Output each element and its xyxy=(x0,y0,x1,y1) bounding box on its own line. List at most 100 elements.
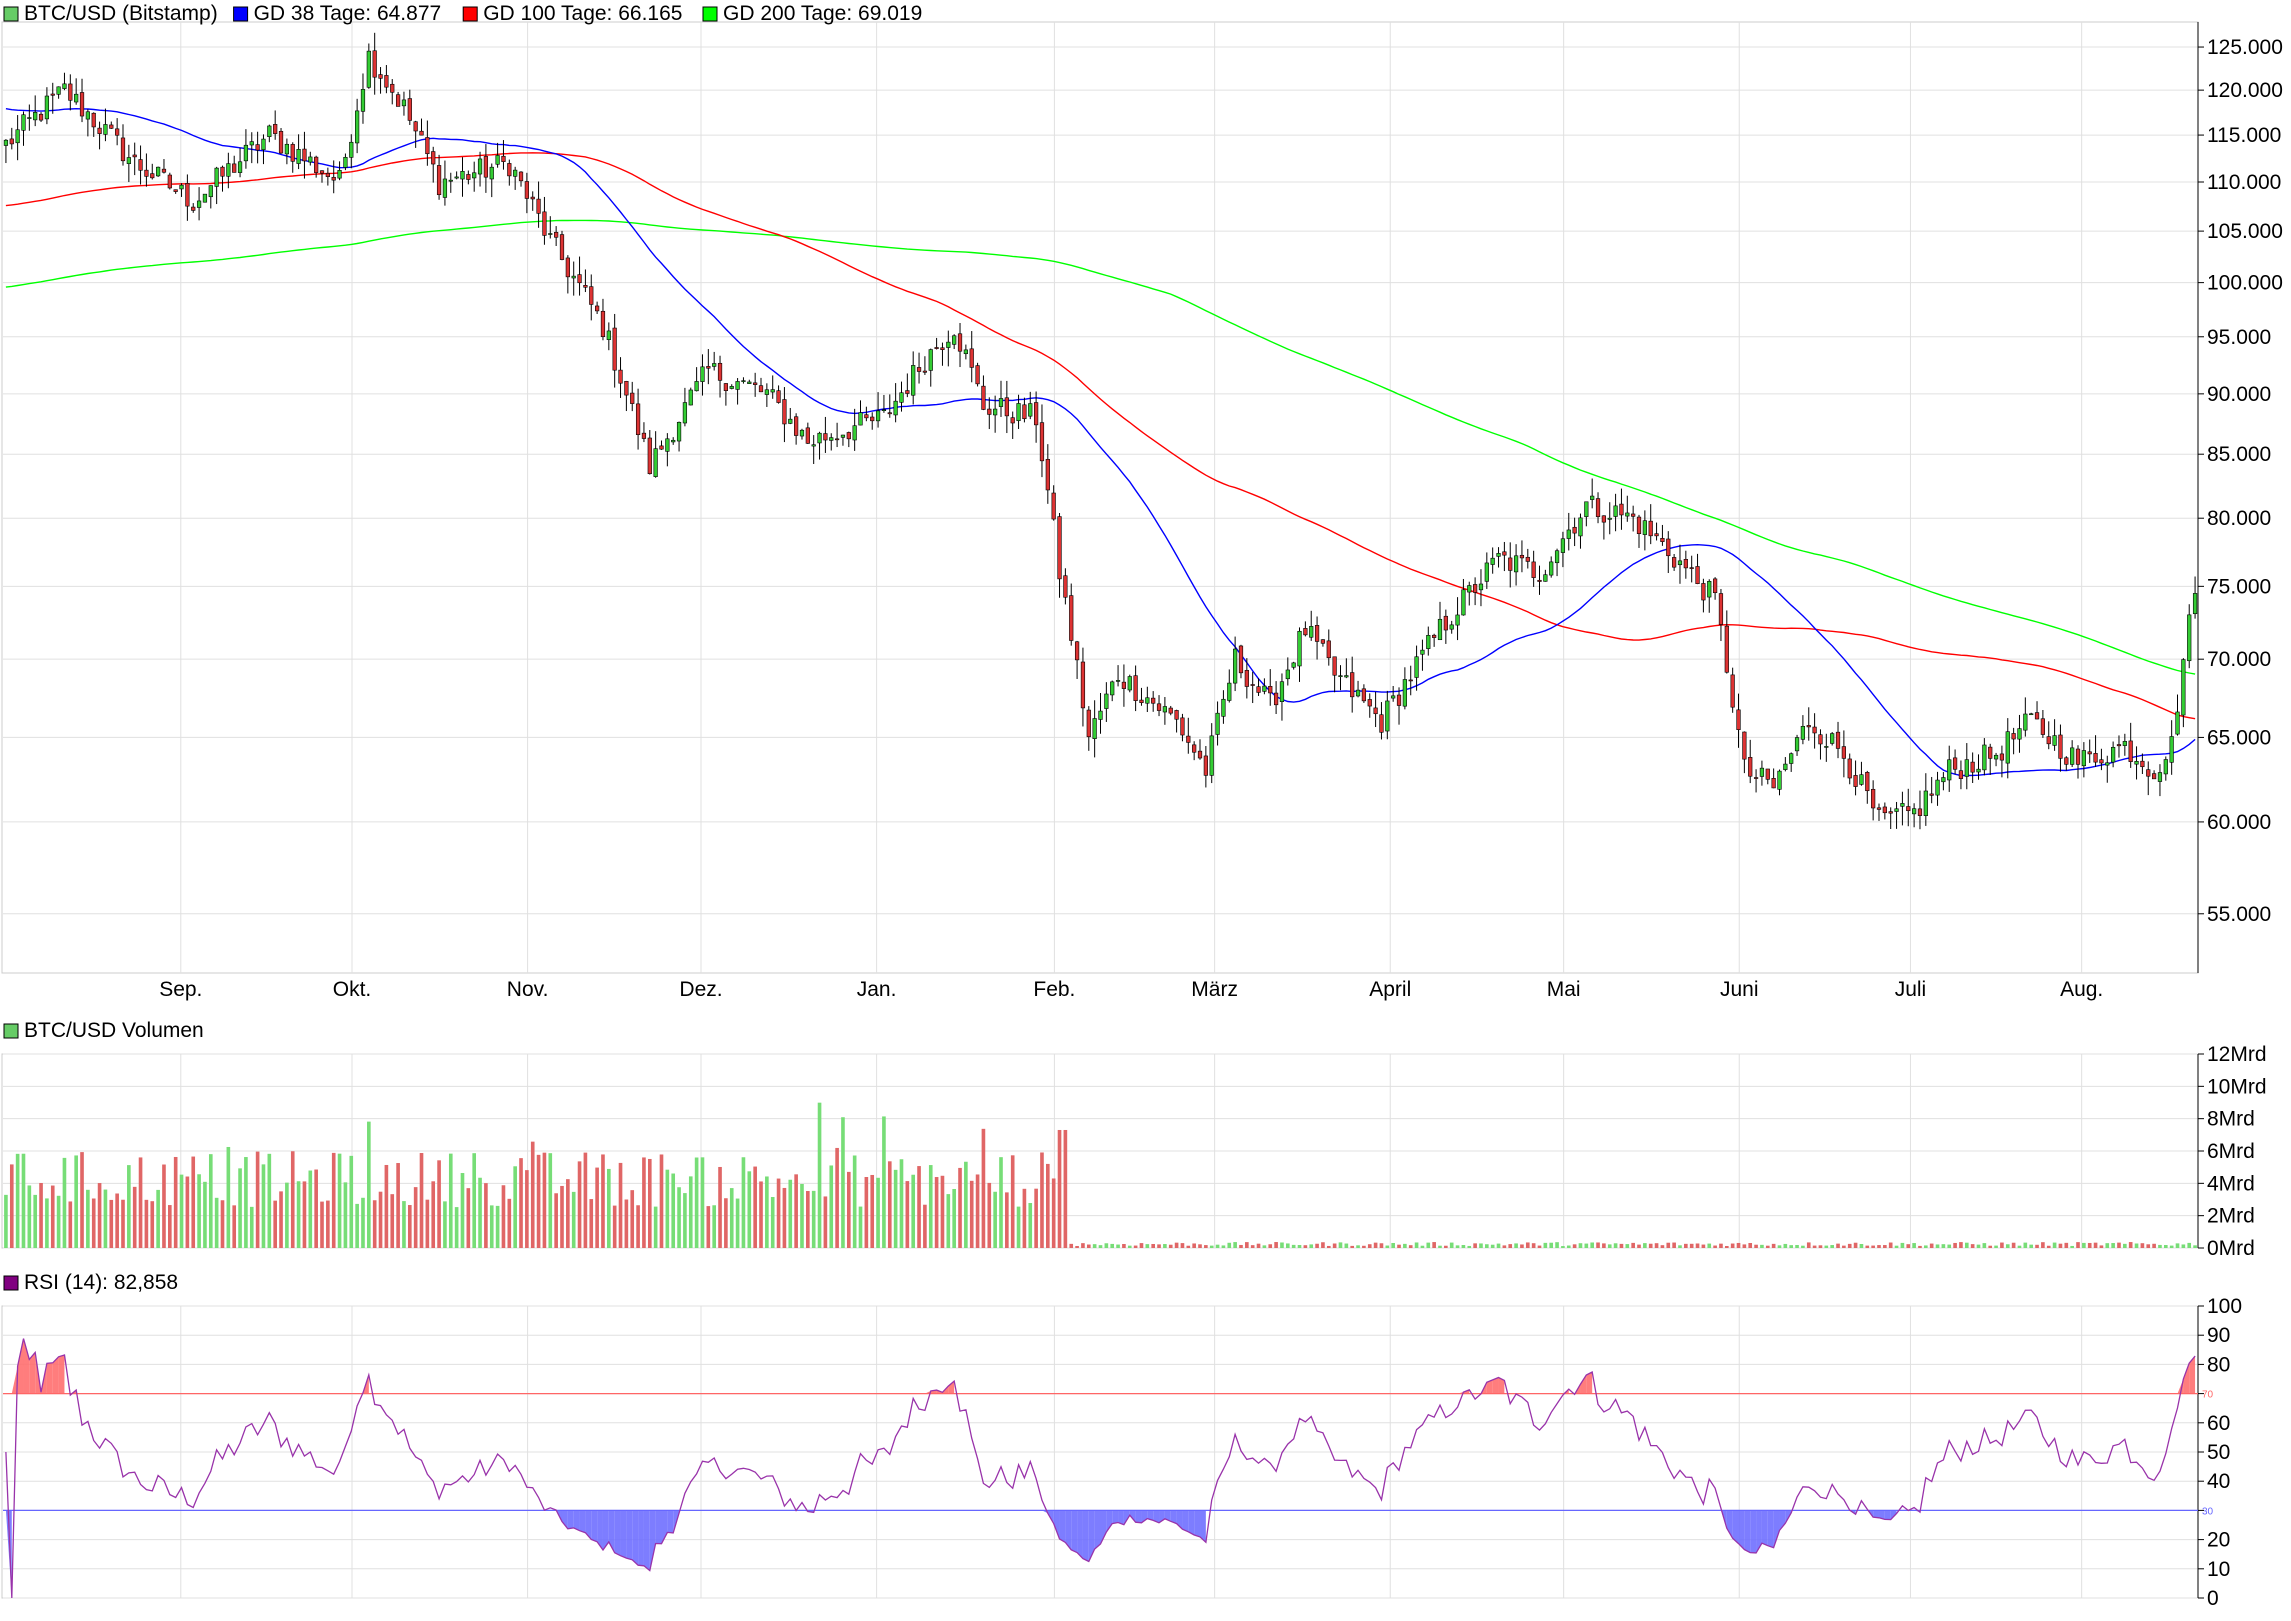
volume-bar xyxy=(1537,1245,1542,1248)
candle-body xyxy=(1291,662,1296,668)
candle-body xyxy=(817,432,822,444)
candle xyxy=(2023,697,2028,737)
candle xyxy=(606,322,611,351)
volume-bar xyxy=(759,1181,763,1248)
candle-body xyxy=(33,112,38,121)
candle xyxy=(74,78,79,105)
volume-bar xyxy=(987,1182,992,1248)
candle xyxy=(208,185,213,209)
volume-bar xyxy=(355,1203,359,1248)
candle xyxy=(3,139,9,164)
candle xyxy=(1490,547,1495,574)
x-tick-label: Aug. xyxy=(2060,978,2103,1001)
candle-body xyxy=(161,168,167,173)
candle-body xyxy=(881,409,887,411)
volume-bar xyxy=(612,1205,617,1248)
candle-body xyxy=(1414,656,1419,678)
volume-bar xyxy=(443,1201,447,1248)
candle xyxy=(1911,803,1917,828)
volume-bar xyxy=(1924,1245,1928,1248)
candle xyxy=(237,147,243,178)
candle-body xyxy=(2023,713,2028,731)
candle xyxy=(2017,714,2022,753)
volume-bar xyxy=(1508,1244,1513,1248)
candle xyxy=(1543,569,1548,582)
rsi-zone xyxy=(1732,1510,1739,1544)
volume-bar xyxy=(1549,1242,1554,1248)
price-tick-label: 100.000 xyxy=(2207,272,2283,295)
candle-body xyxy=(1449,624,1454,630)
volume-bar xyxy=(513,1166,517,1248)
candle xyxy=(1707,579,1712,613)
candle xyxy=(138,145,143,185)
candle-body xyxy=(600,310,606,337)
candle xyxy=(2099,748,2104,771)
volume-bar xyxy=(1736,1242,1741,1248)
volume-bar xyxy=(747,1171,752,1248)
rsi-zone xyxy=(573,1510,580,1531)
candle xyxy=(554,226,559,246)
candle xyxy=(1326,629,1331,666)
candle-body xyxy=(571,275,576,279)
candle-body xyxy=(115,128,120,136)
volume-tick-label: 10Mrd xyxy=(2207,1075,2267,1098)
candle-body xyxy=(589,286,594,305)
candle-body xyxy=(1285,669,1290,680)
candle xyxy=(220,165,225,192)
rsi-zone xyxy=(602,1510,609,1551)
price-tick-label: 95.000 xyxy=(2207,326,2271,349)
volume-bar xyxy=(103,1189,108,1248)
x-tick-label: Okt. xyxy=(333,978,372,1001)
volume-bar xyxy=(688,1176,693,1248)
volume-bar xyxy=(630,1190,635,1248)
volume-bar xyxy=(419,1153,424,1248)
candle xyxy=(706,349,711,385)
volume-bar xyxy=(536,1154,541,1248)
candle-body xyxy=(2151,773,2157,780)
volume-bar xyxy=(905,1181,910,1248)
volume-bar xyxy=(1180,1243,1185,1248)
candle-body xyxy=(1677,560,1683,566)
volume-bar xyxy=(1215,1244,1220,1248)
candle xyxy=(1414,645,1419,691)
candle xyxy=(325,167,330,186)
candle-body xyxy=(390,83,395,93)
volume-bar xyxy=(466,1188,471,1248)
candle xyxy=(946,330,951,367)
candle-body xyxy=(829,437,834,441)
candle xyxy=(191,203,196,213)
candle-body xyxy=(1379,714,1384,733)
volume-bar xyxy=(150,1201,155,1248)
volume-bar xyxy=(554,1193,558,1248)
volume-bar xyxy=(846,1171,851,1248)
candle xyxy=(50,82,55,114)
candle xyxy=(1262,678,1267,695)
volume-bar xyxy=(1168,1244,1173,1248)
volume-bar xyxy=(1005,1192,1009,1248)
candle xyxy=(349,134,354,169)
candle-body xyxy=(717,362,723,381)
candle xyxy=(62,72,67,91)
candle-body xyxy=(2111,746,2116,763)
candle xyxy=(1238,644,1244,679)
volume-bar xyxy=(9,1164,14,1248)
candle-body xyxy=(1753,777,1759,779)
candle-body xyxy=(618,369,623,384)
candle-body xyxy=(723,383,729,391)
candle-body xyxy=(1988,746,1993,759)
candle xyxy=(811,435,816,464)
candle-body xyxy=(413,121,418,132)
volume-bar xyxy=(2070,1245,2074,1248)
candle-body xyxy=(1513,555,1519,573)
candle-body xyxy=(1736,709,1741,730)
volume-bar xyxy=(2169,1245,2174,1248)
candle-body xyxy=(1004,397,1009,417)
candle-body xyxy=(319,170,325,174)
volume-bar xyxy=(1280,1242,1284,1248)
volume-bar xyxy=(583,1152,588,1248)
candle xyxy=(448,172,453,193)
candle xyxy=(1988,743,1993,775)
volume-bar xyxy=(390,1194,395,1248)
candle-body xyxy=(1982,744,1987,771)
candle xyxy=(1859,761,1864,786)
